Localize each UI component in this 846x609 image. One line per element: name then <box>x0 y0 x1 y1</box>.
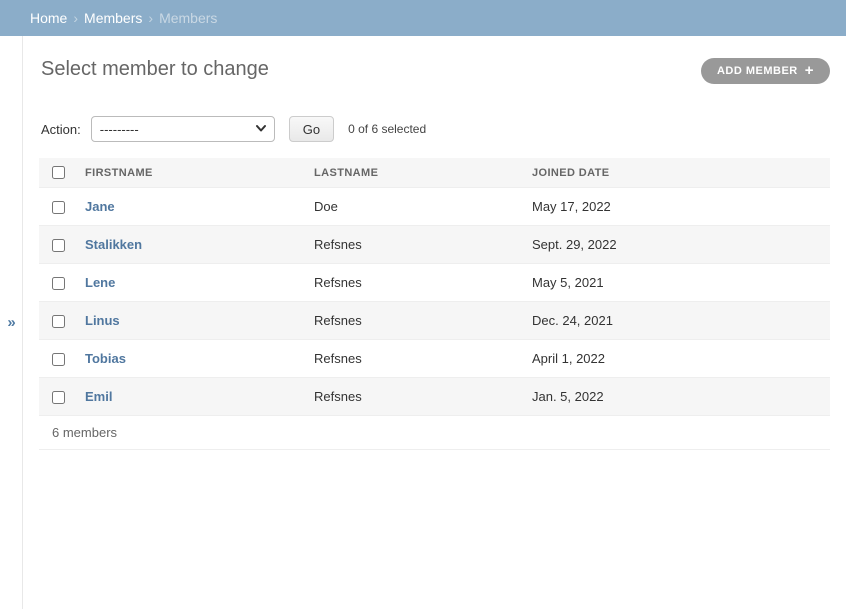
member-firstname-link[interactable]: Stalikken <box>85 237 143 253</box>
plus-icon: + <box>804 61 814 79</box>
member-lastname: Refsnes <box>314 389 362 405</box>
member-joined-date: April 1, 2022 <box>532 351 605 367</box>
sidebar-expand-toggle-icon[interactable]: » <box>0 314 23 331</box>
member-firstname-link[interactable]: Linus <box>85 313 120 329</box>
member-joined-date: Sept. 29, 2022 <box>532 237 617 253</box>
table-row: Lene Refsnes May 5, 2021 <box>39 264 830 302</box>
breadcrumb: Home › Members › Members <box>0 0 846 36</box>
add-member-label: ADD MEMBER <box>716 65 798 77</box>
member-joined-date: Dec. 24, 2021 <box>532 313 613 329</box>
member-lastname: Refsnes <box>314 275 362 291</box>
actions-bar: Action: --------- Go 0 of 6 selected <box>39 116 830 142</box>
select-all-checkbox[interactable] <box>52 166 65 179</box>
member-lastname: Refsnes <box>314 351 362 367</box>
member-lastname: Refsnes <box>314 237 362 253</box>
members-table: FIRSTNAME LASTNAME JOINED DATE Jane Doe … <box>39 158 830 416</box>
member-joined-date: Jan. 5, 2022 <box>532 389 604 405</box>
member-firstname-link[interactable]: Jane <box>85 199 115 215</box>
row-select-checkbox[interactable] <box>52 201 65 215</box>
member-joined-date: May 5, 2021 <box>532 275 604 291</box>
collapsed-sidebar: » <box>0 36 23 609</box>
table-row: Emil Refsnes Jan. 5, 2022 <box>39 377 830 416</box>
breadcrumb-current: Members <box>159 10 218 26</box>
table-row: Linus Refsnes Dec. 24, 2021 <box>39 301 830 340</box>
table-row: Jane Doe May 17, 2022 <box>39 188 830 226</box>
member-lastname: Doe <box>314 199 338 215</box>
table-row: Tobias Refsnes April 1, 2022 <box>39 340 830 378</box>
column-header-joined-date[interactable]: JOINED DATE <box>524 158 830 188</box>
breadcrumb-separator: › <box>148 10 154 26</box>
member-firstname-link[interactable]: Emil <box>85 389 113 405</box>
member-firstname-link[interactable]: Tobias <box>85 351 126 367</box>
add-member-button[interactable]: ADD MEMBER + <box>700 58 830 84</box>
row-select-checkbox[interactable] <box>52 315 65 329</box>
table-row: Stalikken Refsnes Sept. 29, 2022 <box>39 225 830 264</box>
member-firstname-link[interactable]: Lene <box>85 275 116 291</box>
column-header-lastname[interactable]: LASTNAME <box>306 158 524 188</box>
content-area: Select member to change ADD MEMBER + Act… <box>23 36 846 609</box>
breadcrumb-members-link[interactable]: Members <box>84 10 143 26</box>
action-label: Action: <box>41 121 81 137</box>
row-select-checkbox[interactable] <box>52 353 65 367</box>
breadcrumb-home-link[interactable]: Home <box>30 10 68 26</box>
row-select-checkbox[interactable] <box>52 239 65 253</box>
column-header-firstname[interactable]: FIRSTNAME <box>77 158 306 188</box>
breadcrumb-separator: › <box>73 10 79 26</box>
page-title: Select member to change <box>41 58 269 80</box>
go-button[interactable]: Go <box>288 116 335 142</box>
row-select-checkbox[interactable] <box>52 277 65 291</box>
table-header-row: FIRSTNAME LASTNAME JOINED DATE <box>39 158 830 188</box>
row-select-checkbox[interactable] <box>52 391 65 405</box>
member-count: 6 members <box>39 416 830 451</box>
action-select[interactable]: --------- <box>90 116 275 142</box>
action-counter: 0 of 6 selected <box>348 122 427 136</box>
member-joined-date: May 17, 2022 <box>532 199 611 215</box>
member-lastname: Refsnes <box>314 313 362 329</box>
